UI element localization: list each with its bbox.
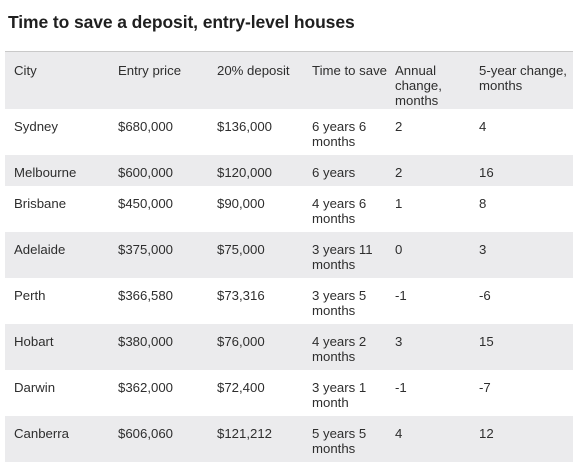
header-annual-change: Annual change, months	[395, 63, 442, 108]
cell-city: Canberra	[14, 426, 69, 441]
cell-entry-price: $362,000	[118, 380, 174, 395]
cell-deposit: $76,000	[217, 334, 265, 349]
cell-entry-price: $680,000	[118, 119, 174, 134]
cell-annual-change: 1	[395, 196, 403, 211]
cell-city: Sydney	[14, 119, 58, 134]
cell-time-to-save: 3 years 11 months	[312, 242, 373, 272]
table-row: Brisbane $450,000 $90,000 4 years 6 mont…	[5, 186, 573, 232]
header-time-to-save: Time to save	[312, 63, 387, 78]
table-row: Adelaide $375,000 $75,000 3 years 11 mon…	[5, 232, 573, 278]
cell-entry-price: $600,000	[118, 165, 174, 180]
cell-deposit: $75,000	[217, 242, 265, 257]
cell-five-year-change: 15	[479, 334, 494, 349]
cell-annual-change: 3	[395, 334, 403, 349]
table-row: Sydney $680,000 $136,000 6 years 6 month…	[5, 109, 573, 155]
header-deposit: 20% deposit	[217, 63, 290, 78]
cell-annual-change: 2	[395, 119, 403, 134]
cell-entry-price: $375,000	[118, 242, 174, 257]
cell-five-year-change: 8	[479, 196, 487, 211]
cell-deposit: $72,400	[217, 380, 265, 395]
header-city: City	[14, 63, 37, 78]
cell-city: Melbourne	[14, 165, 77, 180]
cell-annual-change: 2	[395, 165, 403, 180]
cell-entry-price: $450,000	[118, 196, 174, 211]
cell-five-year-change: -6	[479, 288, 491, 303]
cell-five-year-change: 16	[479, 165, 494, 180]
table-row: Perth $366,580 $73,316 3 years 5 months …	[5, 278, 573, 324]
cell-five-year-change: 12	[479, 426, 494, 441]
deposit-table-container: City Entry price 20% deposit Time to sav…	[5, 51, 573, 462]
cell-city: Brisbane	[14, 196, 67, 211]
cell-time-to-save: 3 years 5 months	[312, 288, 367, 318]
header-entry-price: Entry price	[118, 63, 182, 78]
cell-five-year-change: -7	[479, 380, 491, 395]
table-row: Hobart $380,000 $76,000 4 years 2 months…	[5, 324, 573, 370]
header-five-year-change: 5-year change, months	[479, 63, 567, 93]
cell-city: Darwin	[14, 380, 56, 395]
cell-entry-price: $606,060	[118, 426, 174, 441]
cell-deposit: $90,000	[217, 196, 265, 211]
header-row: City Entry price 20% deposit Time to sav…	[5, 52, 573, 109]
cell-annual-change: 4	[395, 426, 403, 441]
cell-time-to-save: 6 years	[312, 165, 356, 180]
cell-five-year-change: 4	[479, 119, 487, 134]
cell-annual-change: 0	[395, 242, 403, 257]
table-row: Canberra $606,060 $121,212 5 years 5 mon…	[5, 416, 573, 462]
cell-entry-price: $380,000	[118, 334, 174, 349]
cell-deposit: $73,316	[217, 288, 265, 303]
cell-time-to-save: 5 years 5 months	[312, 426, 367, 456]
cell-entry-price: $366,580	[118, 288, 174, 303]
cell-annual-change: -1	[395, 288, 407, 303]
cell-deposit: $136,000	[217, 119, 273, 134]
cell-time-to-save: 4 years 2 months	[312, 334, 367, 364]
cell-time-to-save: 3 years 1 month	[312, 380, 367, 410]
cell-city: Adelaide	[14, 242, 66, 257]
cell-deposit: $121,212	[217, 426, 273, 441]
deposit-table: City Entry price 20% deposit Time to sav…	[5, 52, 573, 462]
table-title: Time to save a deposit, entry-level hous…	[8, 12, 355, 32]
table-row: Melbourne $600,000 $120,000 6 years 2 16	[5, 155, 573, 186]
table-row: Darwin $362,000 $72,400 3 years 1 month …	[5, 370, 573, 416]
cell-city: Hobart	[14, 334, 54, 349]
cell-time-to-save: 4 years 6 months	[312, 196, 367, 226]
cell-five-year-change: 3	[479, 242, 487, 257]
cell-city: Perth	[14, 288, 46, 303]
cell-time-to-save: 6 years 6 months	[312, 119, 367, 149]
cell-annual-change: -1	[395, 380, 407, 395]
cell-deposit: $120,000	[217, 165, 273, 180]
